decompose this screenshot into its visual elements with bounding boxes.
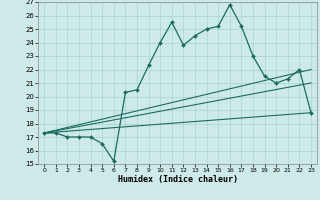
- X-axis label: Humidex (Indice chaleur): Humidex (Indice chaleur): [118, 175, 238, 184]
